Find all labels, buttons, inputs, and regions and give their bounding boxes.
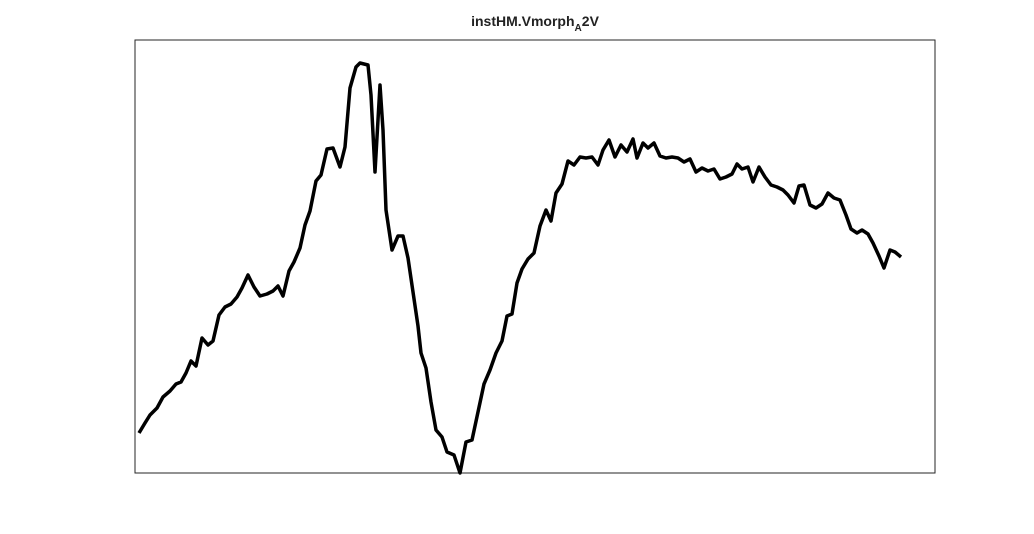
title-main: instHM.Vmorph	[471, 13, 574, 29]
chart-title: instHM.VmorphA2V	[471, 13, 599, 34]
title-subscript: A	[575, 23, 582, 34]
title-rest: 2V	[582, 13, 600, 29]
plot-area	[134, 39, 936, 474]
data-line	[137, 61, 903, 475]
